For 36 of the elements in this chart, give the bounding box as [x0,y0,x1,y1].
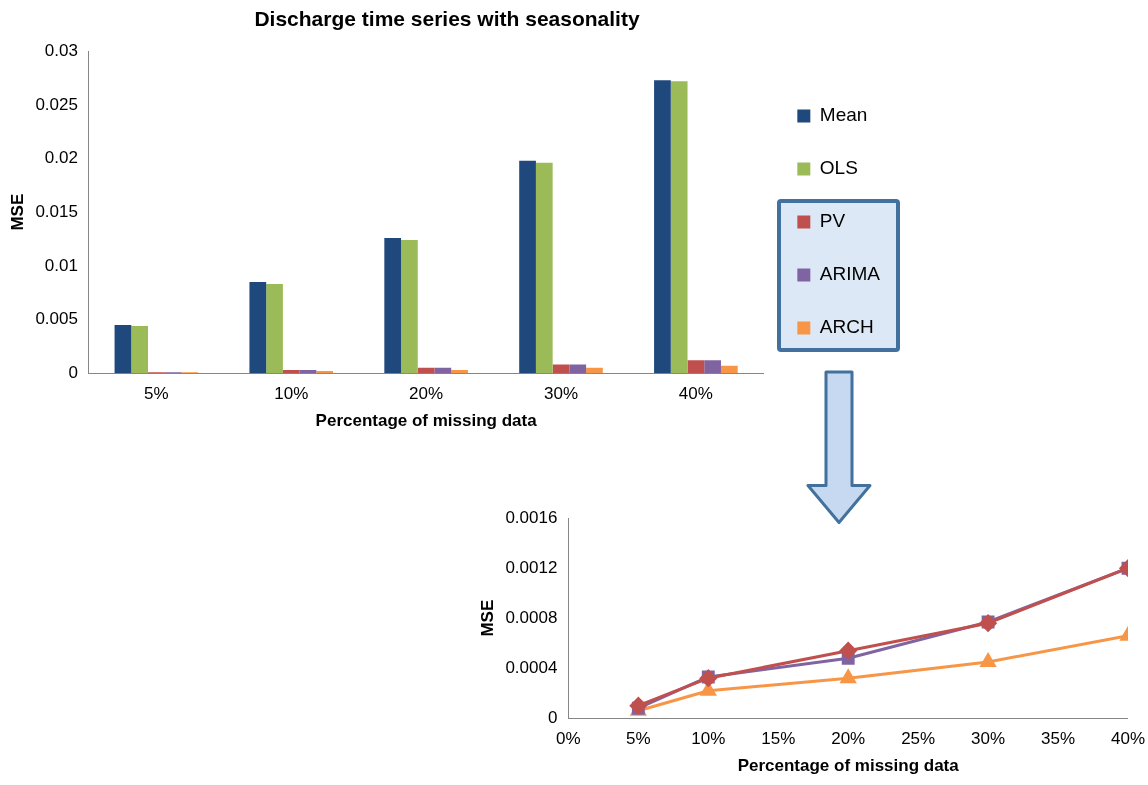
x-axis-title: Percentage of missing data [737,756,960,776]
x-tick-label: 20% [831,729,866,749]
y-tick-label: 0 [68,362,78,382]
x-tick-label: 40% [1110,729,1145,749]
x-tick-label: 30% [544,384,579,404]
x-tick-label: 25% [901,729,936,749]
x-tick-label: 15% [761,729,796,749]
y-tick-label: 0.0004 [505,657,558,677]
legend-label: ARCH [819,316,874,338]
x-tick-label: 5% [144,384,169,404]
legend-label: ARIMA [819,263,881,285]
x-tick-label: 0% [556,729,581,749]
x-tick-label: 10% [691,729,726,749]
x-tick-label: 40% [678,384,713,404]
y-axis-title: MSE [477,599,497,637]
legend-label: PV [819,210,846,232]
y-tick-label: 0.0016 [505,507,558,527]
y-axis-title: MSE [7,193,27,231]
legend-label: OLS [819,157,858,179]
x-tick-label: 20% [409,384,444,404]
x-tick-label: 35% [1041,729,1076,749]
y-tick-label: 0.03 [44,40,78,60]
y-tick-label: 0.015 [35,201,78,221]
y-tick-label: 0.025 [35,94,78,114]
chart-title: Discharge time series with seasonality [254,7,640,31]
y-tick-label: 0.01 [44,255,78,275]
y-tick-label: 0.0012 [505,557,558,577]
y-tick-label: 0.02 [44,148,78,168]
x-tick-label: 30% [971,729,1006,749]
legend-label: Mean [819,104,868,126]
x-axis-title: Percentage of missing data [315,411,538,431]
y-tick-label: 0 [547,707,558,727]
x-tick-label: 10% [274,384,309,404]
y-tick-label: 0.0008 [505,607,558,627]
y-tick-label: 0.005 [35,309,78,329]
x-tick-label: 5% [626,729,651,749]
